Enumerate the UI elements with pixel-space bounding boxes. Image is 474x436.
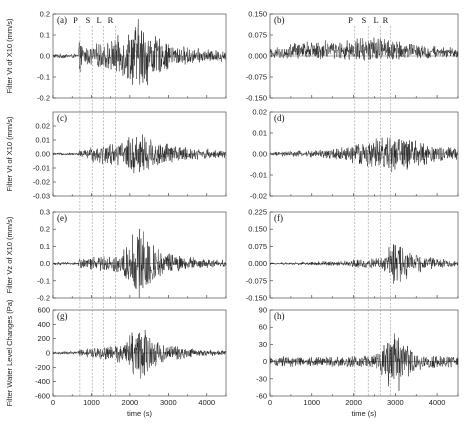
x-tick-label: 0 bbox=[51, 398, 55, 407]
x-tick-label: 2000 bbox=[345, 398, 362, 407]
y-tick-label: 0 bbox=[263, 357, 267, 366]
y-tick-label: -30 bbox=[256, 374, 267, 383]
series-line bbox=[52, 134, 227, 174]
y-tick-label: 0.075 bbox=[248, 31, 267, 40]
panel-label: (g) bbox=[57, 311, 68, 321]
panel-d: 0.02 0.01 0.00 -0.01 -0.02 (d) bbox=[250, 108, 459, 201]
panel-label: (c) bbox=[57, 113, 67, 123]
y-tick-label: -0.03 bbox=[33, 192, 50, 201]
panel-f: 0.225 0.150 0.075 0.000 -0.075 -0.150 (f) bbox=[246, 208, 459, 303]
panel-label: (a) bbox=[57, 15, 67, 25]
y-tick-label: 30 bbox=[259, 340, 267, 349]
y-tick-label: -0.02 bbox=[33, 178, 50, 187]
panel-label: (b) bbox=[274, 15, 285, 25]
y-tick-label: -0.2 bbox=[37, 294, 50, 303]
y-tick-label: -0.150 bbox=[246, 94, 267, 103]
y-tick-label: -400 bbox=[35, 377, 50, 386]
x-tick-label: 3000 bbox=[160, 398, 177, 407]
phase-label-s: S bbox=[85, 15, 90, 25]
y-tick-label: 0.225 bbox=[248, 208, 267, 217]
panel-c: 0.02 0.01 0.00 -0.01 -0.02 -0.03 Filter Vt of … bbox=[5, 111, 227, 201]
series-line bbox=[52, 228, 227, 299]
y-tick-label: -0.01 bbox=[33, 164, 50, 173]
y-tick-label: 0.000 bbox=[248, 52, 267, 61]
phase-label-p: P bbox=[73, 15, 78, 25]
y-tick-label: -200 bbox=[35, 363, 50, 372]
y-tick-label: -60 bbox=[256, 392, 267, 401]
x-tick-label: 2000 bbox=[122, 398, 139, 407]
y-tick-label: 0.01 bbox=[252, 129, 267, 138]
y-tick-label: 0.150 bbox=[248, 225, 267, 234]
phase-label-r: R bbox=[108, 15, 114, 25]
y-tick-label: -0.1 bbox=[37, 73, 50, 82]
phase-label-r: R bbox=[383, 15, 389, 25]
y-axis-label: Filter Vt of X10 (mm/s) bbox=[5, 18, 14, 94]
plot-frame bbox=[52, 211, 227, 299]
x-tick-label: 0 bbox=[268, 398, 272, 407]
series-line bbox=[269, 333, 459, 391]
y-tick-label: -0.150 bbox=[246, 294, 267, 303]
y-tick-label: 0.02 bbox=[252, 108, 267, 117]
phase-label-s: S bbox=[361, 15, 366, 25]
y-tick-label: 0.00 bbox=[35, 150, 50, 159]
y-axis-label: Filter Vt of X10 (mm/s) bbox=[5, 116, 14, 192]
y-tick-label: 600 bbox=[37, 306, 50, 315]
x-tick-label: 4000 bbox=[198, 398, 215, 407]
y-tick-label: 400 bbox=[37, 320, 50, 329]
plot-frame bbox=[269, 309, 459, 397]
y-tick-label: 0.2 bbox=[40, 10, 50, 19]
y-tick-label: 0.02 bbox=[35, 122, 50, 131]
y-tick-label: 0.075 bbox=[248, 242, 267, 251]
y-tick-label: 90 bbox=[259, 306, 267, 315]
plot-frame bbox=[269, 211, 459, 299]
y-tick-label: -600 bbox=[35, 392, 50, 401]
series-line bbox=[52, 19, 227, 86]
y-axis-label: Filter Vz of X10 (mm/s) bbox=[5, 216, 14, 293]
panel-b: 0.150 0.075 0.000 -0.075 -0.150 (b) bbox=[246, 10, 459, 103]
y-tick-label: 200 bbox=[37, 334, 50, 343]
y-tick-label: 0.3 bbox=[40, 208, 50, 217]
phase-label-l: L bbox=[97, 15, 102, 25]
phase-label-p: P bbox=[348, 15, 353, 25]
phase-label-l: L bbox=[374, 15, 379, 25]
y-tick-label: 0.1 bbox=[40, 242, 50, 251]
x-tick-label: 4000 bbox=[429, 398, 446, 407]
y-axis-label: Filter Water Level Changes (Pa) bbox=[5, 299, 14, 406]
y-tick-label: -0.01 bbox=[250, 171, 267, 180]
y-tick-label: 0.2 bbox=[40, 225, 50, 234]
y-tick-label: -0.02 bbox=[250, 192, 267, 201]
series-line bbox=[269, 37, 459, 61]
y-tick-label: 0.0 bbox=[40, 52, 50, 61]
y-tick-label: 0.00 bbox=[252, 150, 267, 159]
panel-label: (h) bbox=[274, 311, 285, 321]
x-axis-label: time (s) bbox=[352, 409, 378, 418]
panel-label: (e) bbox=[57, 213, 67, 223]
y-tick-label: 0.01 bbox=[35, 136, 50, 145]
y-tick-label: -0.075 bbox=[246, 73, 267, 82]
x-tick-label: 1000 bbox=[83, 398, 100, 407]
x-axis-label: time (s) bbox=[127, 409, 153, 418]
y-tick-label: 0.0 bbox=[40, 259, 50, 268]
y-tick-label: -0.1 bbox=[37, 276, 50, 285]
series-line bbox=[269, 136, 459, 173]
y-tick-label: 0.150 bbox=[248, 10, 267, 19]
panel-label: (d) bbox=[274, 113, 285, 123]
x-tick-label: 3000 bbox=[387, 398, 404, 407]
y-tick-label: 0.1 bbox=[40, 31, 50, 40]
y-tick-label: -0.075 bbox=[246, 276, 267, 285]
series-line bbox=[269, 244, 459, 284]
y-tick-label: -0.2 bbox=[37, 94, 50, 103]
y-tick-label: 0.000 bbox=[248, 259, 267, 268]
y-tick-label: 0 bbox=[46, 349, 50, 358]
y-tick-label: 60 bbox=[259, 323, 267, 332]
panel-a: 0.2 0.1 0.0 -0.1 -0.2 Filter Vt of X10 (mm/s)… bbox=[5, 10, 227, 103]
x-tick-label: 1000 bbox=[303, 398, 320, 407]
panel-e: 0.3 0.2 0.1 0.0 -0.1 -0.2 Filter Vz of X10 (mm… bbox=[5, 208, 227, 303]
panel-label: (f) bbox=[274, 213, 283, 223]
series-line bbox=[52, 330, 227, 379]
